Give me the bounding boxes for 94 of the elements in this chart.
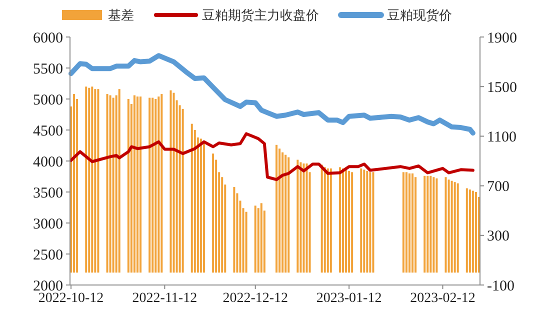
bar bbox=[330, 168, 332, 273]
bar bbox=[140, 96, 142, 273]
bar bbox=[118, 89, 120, 273]
bar bbox=[148, 98, 151, 273]
bar bbox=[468, 190, 471, 273]
bar bbox=[97, 89, 100, 273]
bar bbox=[85, 86, 88, 273]
bar bbox=[245, 212, 248, 273]
x-tick-label: 2022-10-12 bbox=[38, 291, 104, 306]
y2-tick-label: 1500 bbox=[487, 80, 517, 96]
bar bbox=[91, 86, 94, 273]
x-tick-label: 2022-11-12 bbox=[132, 291, 198, 306]
line-series bbox=[70, 132, 474, 182]
bar bbox=[202, 142, 205, 273]
bar bbox=[348, 170, 350, 273]
bar bbox=[444, 177, 447, 273]
bar bbox=[136, 96, 138, 273]
y2-tick-label: -100 bbox=[487, 278, 514, 294]
bar bbox=[466, 188, 468, 273]
bar bbox=[73, 94, 76, 273]
y2-tick-label: 300 bbox=[487, 228, 510, 245]
bar bbox=[414, 177, 417, 273]
bar bbox=[430, 176, 432, 273]
x-tick-label: 2022-12-12 bbox=[222, 291, 288, 306]
bar bbox=[456, 183, 459, 273]
bar bbox=[372, 172, 374, 273]
y2-tick-label: 1900 bbox=[487, 30, 517, 46]
y2-tick-label: 700 bbox=[487, 179, 510, 196]
bar bbox=[154, 99, 157, 273]
bar bbox=[160, 94, 163, 273]
bar bbox=[408, 173, 410, 273]
bar bbox=[366, 170, 368, 273]
bar bbox=[109, 95, 112, 273]
bar bbox=[276, 144, 278, 273]
bar bbox=[448, 180, 450, 273]
bar bbox=[426, 176, 429, 273]
bar bbox=[450, 180, 453, 273]
bar bbox=[454, 182, 456, 273]
y-tick-label: 4000 bbox=[33, 154, 63, 170]
legend-label: 豆粕现货价 bbox=[387, 8, 452, 23]
y-tick-label: 2500 bbox=[33, 247, 63, 264]
bar bbox=[182, 108, 184, 273]
y2-tick-label: 1100 bbox=[487, 129, 516, 146]
bar bbox=[320, 164, 323, 273]
bar bbox=[405, 172, 408, 273]
bar bbox=[278, 148, 281, 273]
bar bbox=[106, 94, 108, 273]
bar bbox=[369, 172, 372, 273]
bar bbox=[172, 92, 175, 273]
bar bbox=[351, 172, 354, 273]
bar bbox=[88, 88, 90, 273]
bar bbox=[158, 96, 160, 273]
x-tick-label: 2023-01-12 bbox=[316, 291, 382, 306]
legend-label: 基差 bbox=[108, 8, 134, 23]
bar bbox=[133, 95, 136, 273]
x-tick-label: 2023-02-12 bbox=[410, 291, 476, 306]
bar bbox=[254, 206, 256, 273]
bar bbox=[436, 178, 438, 273]
bar bbox=[342, 168, 344, 273]
bar bbox=[363, 170, 366, 273]
y-tick-label: 3000 bbox=[33, 216, 63, 232]
y-tick-label: 4500 bbox=[33, 123, 63, 140]
bar bbox=[472, 190, 474, 273]
bar bbox=[302, 163, 305, 273]
bar bbox=[360, 168, 362, 273]
bar bbox=[424, 176, 426, 273]
bar bbox=[288, 157, 290, 273]
bar bbox=[200, 138, 202, 273]
bar bbox=[112, 98, 114, 273]
bar bbox=[345, 168, 348, 273]
bar bbox=[296, 160, 299, 273]
bar bbox=[282, 152, 284, 273]
bar bbox=[212, 154, 214, 273]
bar bbox=[233, 187, 236, 273]
bar bbox=[402, 172, 404, 273]
bar bbox=[190, 124, 193, 273]
bar bbox=[432, 177, 435, 273]
bar bbox=[260, 203, 262, 273]
bar bbox=[300, 162, 302, 273]
bar bbox=[94, 89, 96, 273]
y-tick-label: 5000 bbox=[33, 92, 63, 108]
legend-label: 豆粕期货主力收盘价 bbox=[202, 8, 319, 23]
bar bbox=[324, 167, 326, 273]
bar bbox=[152, 98, 154, 273]
y-tick-label: 5500 bbox=[33, 61, 63, 78]
bar bbox=[412, 173, 414, 273]
bar bbox=[474, 192, 477, 273]
y-tick-label: 6000 bbox=[33, 30, 63, 46]
bar bbox=[170, 90, 172, 273]
bar bbox=[284, 154, 287, 273]
bar bbox=[326, 168, 329, 273]
bar bbox=[338, 167, 341, 273]
y-tick-label: 3500 bbox=[33, 185, 63, 202]
bar bbox=[306, 163, 308, 273]
